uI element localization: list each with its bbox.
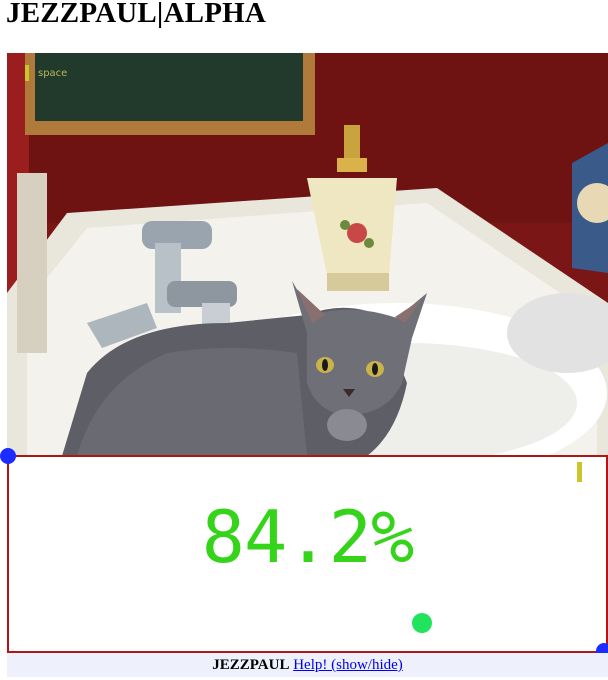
footer-brand: JEZZPAUL <box>212 657 290 673</box>
help-toggle-link[interactable]: Help! (show/hide) <box>293 657 403 673</box>
app-title: JEZZPAUL|ALPHA <box>6 0 267 29</box>
cat-sink-illustration <box>7 53 608 456</box>
key-indicator-label: space <box>38 67 68 79</box>
panel-marker <box>577 462 582 482</box>
camera-image: space <box>7 53 608 456</box>
confidence-value: 84.2% <box>201 495 415 579</box>
prediction-panel: 84.2% <box>7 455 608 653</box>
status-dot <box>412 613 432 633</box>
footer-bar: JEZZPAUL Help! (show/hide) <box>7 653 608 677</box>
key-indicator: space <box>25 65 67 81</box>
resize-handle-top-left[interactable] <box>0 448 16 464</box>
key-indicator-bar <box>25 65 29 81</box>
